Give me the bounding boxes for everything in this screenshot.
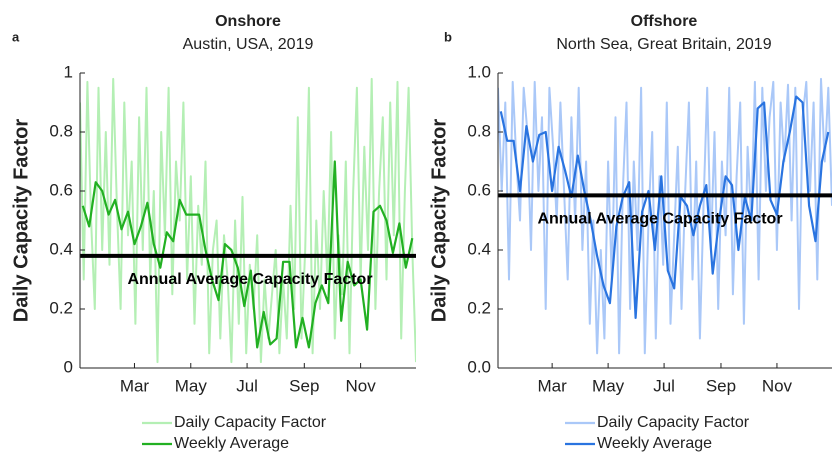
y-tick-label: 0.2 <box>467 298 491 317</box>
legend-label: Weekly Average <box>597 435 712 452</box>
daily-line <box>498 77 832 355</box>
y-tick-label: 1 <box>64 62 73 81</box>
x-tick-label: Nov <box>345 376 376 395</box>
y-tick-label: 0 <box>64 357 73 376</box>
y-tick-label: 0.4 <box>49 239 73 258</box>
panel: a Onshore Austin, USA, 2019 Daily Capacity … <box>10 13 416 452</box>
legend-label: Daily Capacity Factor <box>174 414 327 431</box>
y-tick-label: 0.2 <box>49 298 73 317</box>
legend-label: Weekly Average <box>174 435 289 452</box>
reference-label: Annual Average Capacity Factor <box>537 211 782 228</box>
chart-subtitle: North Sea, Great Britain, 2019 <box>556 36 771 53</box>
y-tick-label: 0.6 <box>467 180 491 199</box>
chart-subtitle: Austin, USA, 2019 <box>183 36 314 53</box>
x-tick-label: Sep <box>706 376 736 395</box>
y-axis-label: Daily Capacity Factor <box>428 119 450 323</box>
reference-label: Annual Average Capacity Factor <box>127 271 372 288</box>
x-tick-label: May <box>592 376 625 395</box>
legend-label: Daily Capacity Factor <box>597 414 750 431</box>
x-tick-label: Sep <box>289 376 319 395</box>
x-tick-label: Jul <box>653 376 675 395</box>
chart-title: Offshore <box>631 13 698 30</box>
daily-line <box>80 77 416 364</box>
panel-letter: b <box>444 29 452 44</box>
x-tick-label: Nov <box>762 376 793 395</box>
panel: b Offshore North Sea, Great Britain, 2019 D… <box>428 13 832 452</box>
panel-letter: a <box>12 29 20 44</box>
plot-area <box>498 77 832 355</box>
y-tick-label: 0.6 <box>49 180 73 199</box>
y-tick-label: 0.8 <box>49 121 73 140</box>
x-tick-label: Mar <box>120 376 150 395</box>
y-tick-label: 1.0 <box>467 62 491 81</box>
weekly-line <box>499 95 830 319</box>
x-tick-label: May <box>175 376 208 395</box>
weekly-line <box>81 160 414 349</box>
plot-area <box>80 77 416 364</box>
y-tick-label: 0.8 <box>467 121 491 140</box>
y-tick-label: 0.4 <box>467 239 491 258</box>
y-tick-label: 0.0 <box>467 357 491 376</box>
x-tick-label: Mar <box>537 376 567 395</box>
x-tick-label: Jul <box>236 376 258 395</box>
y-axis-label: Daily Capacity Factor <box>10 119 32 323</box>
chart-title: Onshore <box>215 13 281 30</box>
